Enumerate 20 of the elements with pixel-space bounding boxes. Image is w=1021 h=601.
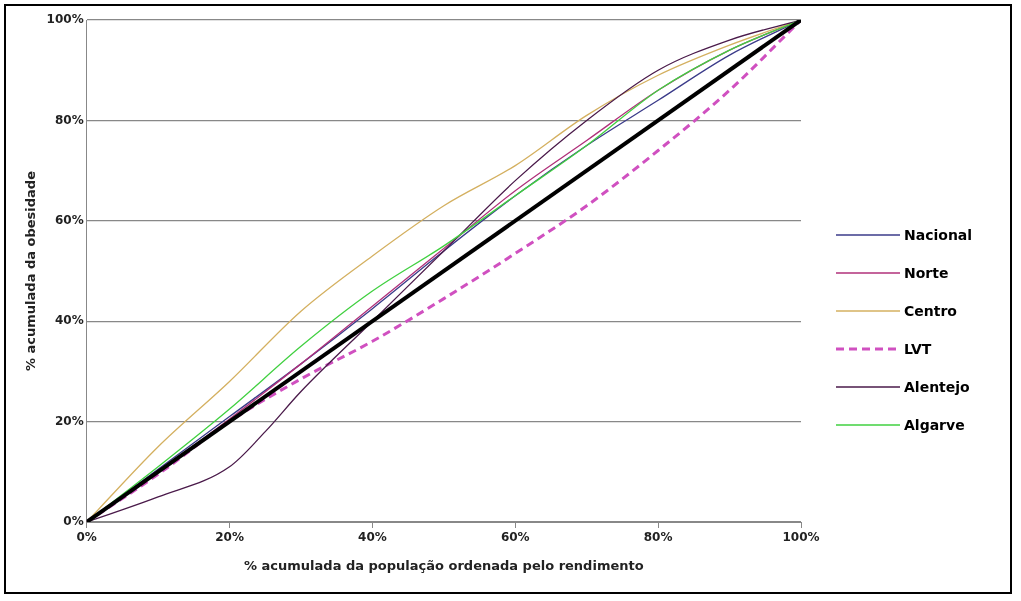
x-tick-label: 40% xyxy=(358,530,387,545)
legend-label: Algarve xyxy=(904,417,965,433)
x-tick-label: 60% xyxy=(500,530,530,545)
y-tick-label: 60% xyxy=(54,212,84,227)
y-axis-title: % acumulada da obesidade xyxy=(23,170,39,371)
x-tick-label: 80% xyxy=(643,530,673,545)
y-tick-label: 20% xyxy=(54,413,84,428)
legend-label: Alentejo xyxy=(904,379,970,395)
y-tick-label: 80% xyxy=(54,112,84,127)
x-tick-label: 20% xyxy=(215,530,244,545)
y-tick-label: 100% xyxy=(46,12,84,27)
legend-label: LVT xyxy=(904,341,932,357)
x-tick-label: 0% xyxy=(76,530,97,545)
x-axis-title: % acumulada da população ordenada pelo rendimento xyxy=(244,557,644,573)
legend-label: Nacional xyxy=(904,227,973,243)
legend-label: Centro xyxy=(904,303,957,319)
y-tick-label: 0% xyxy=(63,514,84,529)
y-tick-label: 40% xyxy=(54,313,84,328)
x-tick-label: 100% xyxy=(782,530,820,545)
legend-label: Norte xyxy=(904,265,949,281)
